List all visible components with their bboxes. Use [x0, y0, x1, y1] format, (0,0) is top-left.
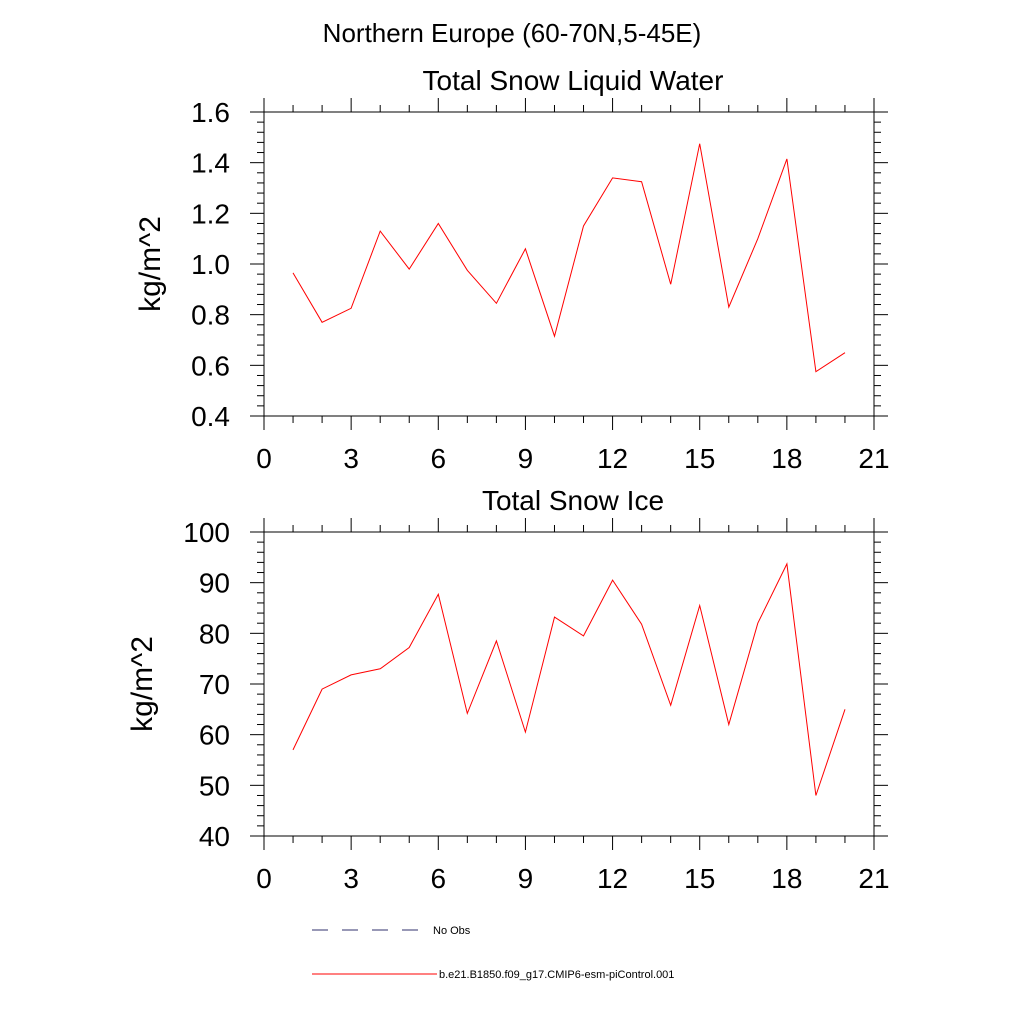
legend-model-label: b.e21.B1850.f09_g17.CMIP6-esm-piControl.…	[439, 969, 674, 981]
x-tick-label: 6	[430, 863, 446, 894]
plot-frame	[263, 531, 875, 837]
page-title: Northern Europe (60-70N,5-45E)	[323, 18, 702, 48]
y-tick-label: 40	[199, 821, 230, 852]
x-tick-label: 6	[430, 443, 446, 474]
y-tick-label: 80	[199, 618, 230, 649]
y-tick-label: 1.0	[191, 249, 230, 280]
y-tick-label: 70	[199, 669, 230, 700]
y-tick-label: 90	[199, 568, 230, 599]
plot-frame	[263, 111, 875, 417]
chart-title: Total Snow Ice	[482, 485, 664, 516]
panel-snow-liquid-water: Total Snow Liquid Water 0 3 6 9 12 15 18 21 0.4 0.…	[134, 65, 890, 474]
x-tick-label: 9	[518, 443, 534, 474]
x-tick-label: 0	[256, 443, 272, 474]
x-tick-label: 18	[771, 443, 802, 474]
series-line	[292, 143, 846, 373]
x-tick-label: 12	[597, 863, 628, 894]
x-tick-label: 0	[256, 863, 272, 894]
legend: No Obs b.e21.B1850.f09_g17.CMIP6-esm-piC…	[312, 925, 674, 981]
panel-snow-ice: Total Snow Ice 0 3 6 9 12 15 18 21 40 50 60 70 80 90 10…	[126, 485, 890, 894]
y-tick-label: 50	[199, 770, 230, 801]
y-tick-label: 60	[199, 720, 230, 751]
x-tick-label: 21	[858, 443, 889, 474]
y-tick-label: 0.6	[191, 350, 230, 381]
chart-title: Total Snow Liquid Water	[423, 65, 724, 96]
x-tick-label: 21	[858, 863, 889, 894]
y-axis-label: kg/m^2	[134, 216, 167, 312]
y-tick-label: 0.4	[191, 401, 230, 432]
x-tick-label: 9	[518, 863, 534, 894]
x-tick-label: 3	[343, 443, 359, 474]
y-axis-label: kg/m^2	[126, 636, 159, 732]
x-tick-label: 3	[343, 863, 359, 894]
y-tick-label: 0.8	[191, 300, 230, 331]
y-tick-label: 1.6	[191, 97, 230, 128]
y-tick-label: 100	[183, 517, 230, 548]
series-line	[292, 562, 846, 796]
y-tick-label: 1.2	[191, 198, 230, 229]
x-tick-label: 12	[597, 443, 628, 474]
legend-obs-label: No Obs	[433, 925, 471, 937]
y-tick-label: 1.4	[191, 148, 230, 179]
x-tick-label: 18	[771, 863, 802, 894]
x-tick-label: 15	[684, 443, 715, 474]
x-tick-label: 15	[684, 863, 715, 894]
